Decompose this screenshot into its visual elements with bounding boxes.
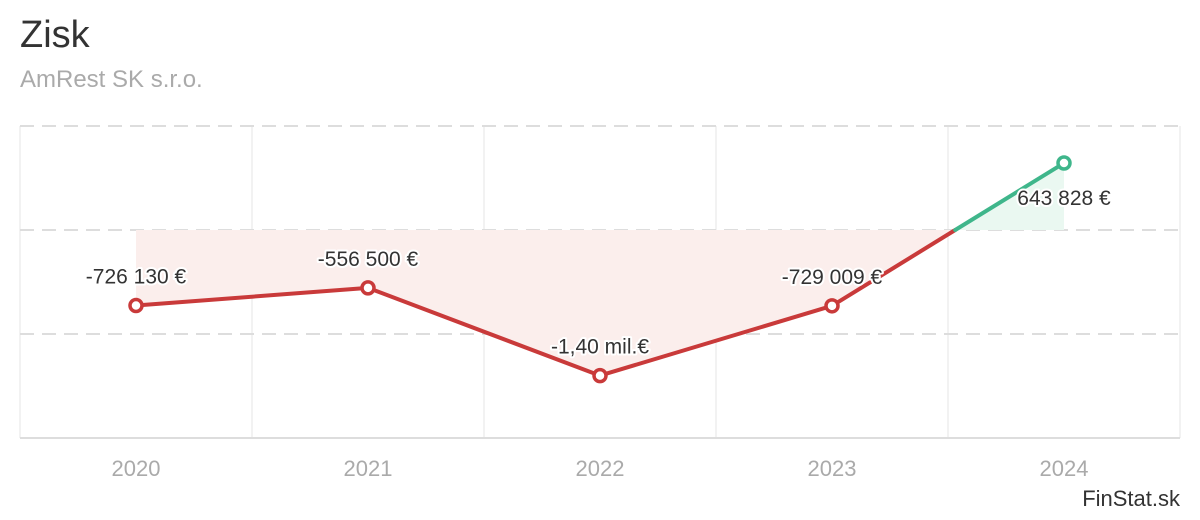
series-line-segment — [830, 228, 958, 308]
data-label-2020: -726 130 € — [86, 266, 187, 289]
series-lines — [134, 161, 1066, 378]
data-labels: -726 130 € -556 500 € -1,40 mil.€ -729 009 … — [84, 185, 1113, 361]
data-point-2020 — [128, 297, 144, 314]
x-axis-ticks: 2020 2021 2022 2023 2024 — [112, 456, 1089, 481]
x-tick-2024: 2024 — [1040, 456, 1089, 481]
x-tick-2022: 2022 — [576, 456, 625, 481]
data-point-2022 — [592, 367, 608, 384]
data-point-2024 — [1056, 155, 1072, 171]
chart-title: Zisk — [20, 14, 90, 56]
series-line-segment — [598, 303, 834, 378]
source-credit: FinStat.sk — [1082, 486, 1180, 511]
x-tick-2021: 2021 — [344, 456, 393, 481]
x-tick-2020: 2020 — [112, 456, 161, 481]
x-tick-2023: 2023 — [808, 456, 857, 481]
data-label-2022: -1,40 mil.€ — [551, 336, 649, 359]
data-points — [128, 155, 1072, 384]
data-label-2023: -729 009 € — [782, 266, 883, 289]
area-segment — [600, 230, 832, 376]
area-fills — [136, 163, 1064, 376]
area-segment — [136, 230, 368, 306]
data-point-2023 — [824, 298, 840, 314]
data-label-2024: 643 828 € — [1017, 187, 1111, 210]
data-label-2021: -556 500 € — [318, 248, 419, 271]
data-point-2021 — [360, 280, 376, 296]
series-line-segment — [134, 285, 370, 308]
series-line-segment — [953, 161, 1066, 232]
area-segment — [955, 163, 1064, 230]
series-line-segment — [366, 285, 602, 378]
chart-subtitle: AmRest SK s.r.o. — [20, 66, 203, 93]
area-segment — [368, 230, 600, 376]
